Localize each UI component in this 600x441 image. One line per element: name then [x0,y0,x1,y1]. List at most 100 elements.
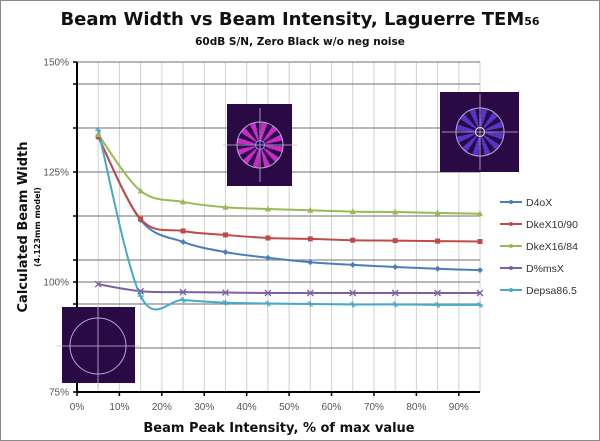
beam-lobe [242,157,250,165]
marker-stroke [180,297,186,303]
legend-marker [509,266,513,270]
marker-stroke [349,301,356,308]
beam-lobe [490,111,499,119]
data-point-dkex16-84 [137,187,144,194]
data-point-d4ox [477,267,483,274]
beam-pattern-icon [223,108,297,182]
data-point-dkex10-90 [307,236,313,242]
marker-stroke [137,293,144,299]
marker-stroke [434,302,441,308]
marker-stroke [222,289,229,297]
legend-marker [509,222,513,226]
beam-lobe [461,145,470,153]
data-point-depsa86-5 [180,297,187,304]
data-point-dkex16-84 [180,198,187,205]
data-point-depsa86-5 [137,293,144,300]
data-point-dkex16-84 [95,131,102,138]
beam-lobe [270,125,278,133]
x-tick-label: 10% [109,402,129,413]
legend: D4oX DkeX10/90 DkeX16/84 D%msX Depsa86.5 [500,197,578,297]
x-tick-label: 50% [279,402,299,413]
beam-lobe [465,118,472,126]
beam-profile-bottom-left-image [56,304,140,388]
chart-subtitle: 60dB S/N, Zero Black w/o neg noise [195,36,405,48]
marker-stroke [94,280,102,288]
beam-lobe [247,153,254,160]
series-line-d4ox [97,136,481,272]
beam-lobe [486,117,494,124]
data-point-dkex16-84 [477,210,483,217]
marker-stroke [349,289,357,297]
data-point-d4ox [180,238,187,245]
marker-stroke [264,289,272,297]
beam-lobe [459,113,467,122]
x-axis-title: Beam Peak Intensity, % of max value [143,421,414,436]
legend-item: D4oX [500,197,552,209]
data-point-dkex10-90 [265,235,271,241]
legend-item: D%msX [500,263,564,275]
beam-lobe [268,151,275,158]
beam-lobe [462,116,470,124]
data-point-depsa86-5 [434,301,441,308]
data-point-depsa86-5 [95,127,102,134]
beam-lobe [268,128,276,135]
data-point-dkex16-84 [264,205,271,212]
marker-stroke [434,289,442,297]
beam-lobe [243,129,250,137]
y-tick-labels: 75% 100% 125% 150% [43,58,69,399]
beam-profile-center-image [223,104,297,186]
beam-lobe [488,138,495,146]
data-point-d4ox [264,254,271,261]
legend-marker [509,200,513,204]
data-point-dkex10-90 [477,239,483,245]
data-point-d-msx [94,280,102,288]
marker-stroke [391,289,399,297]
data-point-d4ox [222,249,229,256]
beam-pattern-icon [442,94,518,170]
data-point-dkex10-90 [392,238,398,244]
data-point-depsa86-5 [392,301,399,308]
data-point-depsa86-5 [264,300,271,307]
beam-profile-right-image [440,92,519,172]
legend-item: DkeX10/90 [500,219,578,231]
series-line-dkex10-90 [97,136,481,243]
x-tick-label: 60% [322,402,342,413]
data-point-depsa86-5 [349,301,356,308]
data-point-dkex10-90 [138,216,144,222]
data-point-d4ox [434,265,441,272]
data-point-dkex10-90 [350,237,356,243]
marker-stroke [306,289,314,297]
data-point-d-msx [264,289,272,297]
data-point-dkex16-84 [392,208,399,215]
beam-lobe [464,142,472,150]
marker-stroke [477,302,483,308]
data-point-dkex16-84 [222,203,229,210]
beam-pattern-icon [56,304,140,388]
beam-lobe [466,140,474,147]
x-tick-labels: 0% 10% 20% 30% 40% 50% 60% 70% 80% 90% [70,402,469,413]
legend-item: DkeX16/84 [500,241,578,253]
axes [73,61,480,396]
x-tick-label: 40% [237,402,257,413]
data-point-dkex10-90 [180,228,186,234]
data-point-dkex16-84 [307,206,314,213]
marker-stroke [95,127,102,134]
data-point-d-msx [349,289,357,297]
beam-pattern-icon [62,307,135,383]
y-tick-label: 150% [43,58,69,69]
series-line-dkex16-84 [97,133,481,215]
marker-stroke [476,289,484,297]
data-point-d-msx [179,288,187,296]
chart-title-subscript: 56 [524,15,540,28]
beam-lobe [240,127,248,135]
legend-label: DkeX10/90 [526,219,578,231]
x-tick-label: 20% [152,402,172,413]
marker-stroke [265,300,271,307]
beam-lobe [272,155,280,163]
legend-marker [509,288,513,292]
data-point-d4ox [307,259,314,266]
y-tick-label: 125% [43,168,69,179]
series-line-d-msx [98,283,480,295]
x-tick-label: 90% [449,402,469,413]
